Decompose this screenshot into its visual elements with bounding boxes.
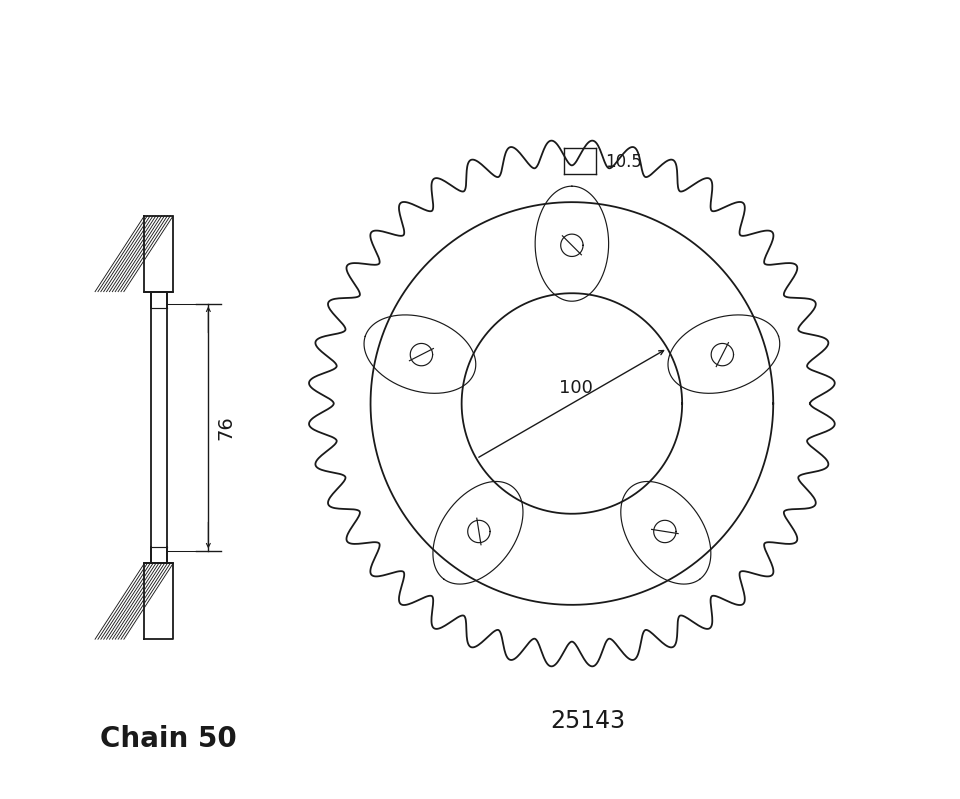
Text: 76: 76 <box>216 415 235 439</box>
Text: 10.5: 10.5 <box>606 153 642 171</box>
Text: Chain 50: Chain 50 <box>101 725 237 753</box>
Text: 100: 100 <box>559 379 593 397</box>
Text: 25143: 25143 <box>550 709 625 733</box>
